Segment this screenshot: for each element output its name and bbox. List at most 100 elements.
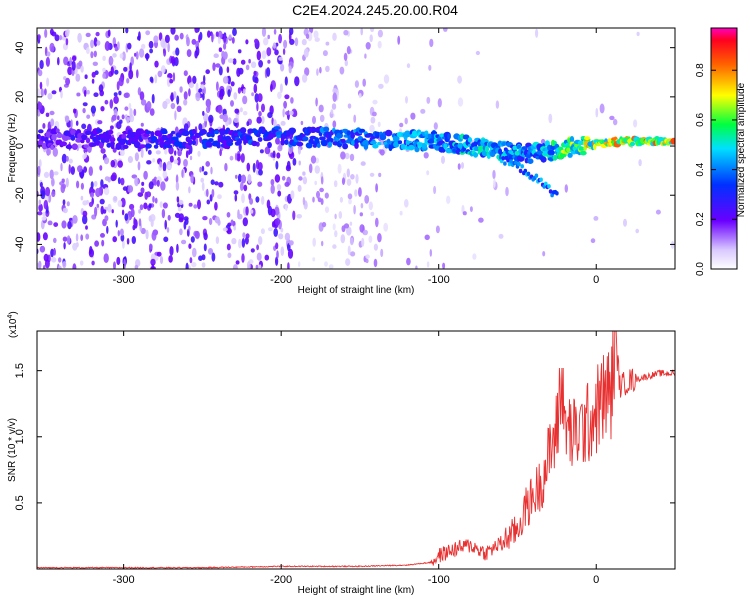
noise-blob bbox=[331, 103, 337, 110]
noise-blob bbox=[245, 206, 249, 216]
noise-blob bbox=[272, 42, 277, 49]
noise-blob bbox=[276, 184, 282, 191]
colorbar-tick-label: 0.6 bbox=[695, 113, 706, 127]
noise-blob bbox=[84, 151, 88, 158]
noise-blob bbox=[99, 165, 103, 171]
noise-blob bbox=[46, 147, 52, 156]
noise-blob bbox=[45, 186, 51, 197]
noise-blob bbox=[161, 208, 166, 219]
noise-blob bbox=[214, 181, 219, 186]
noise-blob bbox=[202, 93, 205, 101]
noise-blob bbox=[457, 97, 464, 107]
noise-blob bbox=[372, 99, 378, 105]
noise-blob bbox=[101, 239, 105, 247]
noise-blob bbox=[188, 225, 191, 232]
noise-blob bbox=[364, 53, 367, 59]
noise-blob bbox=[95, 187, 101, 198]
branch-blob bbox=[548, 189, 553, 194]
noise-blob bbox=[164, 34, 170, 44]
noise-blob bbox=[404, 199, 409, 208]
branch-blob bbox=[514, 160, 518, 166]
noise-blob bbox=[316, 190, 320, 199]
noise-blob bbox=[94, 206, 98, 217]
noise-blob bbox=[117, 177, 121, 185]
noise-blob bbox=[143, 202, 148, 210]
noise-blob bbox=[76, 180, 80, 189]
noise-blob bbox=[147, 149, 152, 155]
bottom-plot-frame bbox=[36, 330, 676, 570]
noise-blob bbox=[128, 102, 132, 110]
noise-blob bbox=[51, 90, 57, 95]
noise-blob bbox=[103, 187, 110, 196]
noise-blob bbox=[214, 216, 220, 224]
noise-blob bbox=[167, 214, 171, 221]
noise-blob bbox=[63, 76, 67, 81]
noise-blob bbox=[169, 246, 174, 256]
branch-blob bbox=[523, 168, 528, 174]
noise-blob bbox=[233, 92, 238, 100]
ridge-blob bbox=[296, 141, 304, 147]
noise-blob bbox=[297, 184, 302, 192]
noise-blob bbox=[99, 89, 104, 97]
noise-blob bbox=[85, 225, 88, 230]
noise-blob bbox=[285, 204, 288, 211]
noise-blob bbox=[234, 194, 238, 202]
noise-blob bbox=[93, 92, 99, 97]
ridge-blob bbox=[145, 143, 152, 149]
noise-blob bbox=[41, 216, 47, 221]
noise-blob bbox=[441, 155, 445, 164]
noise-blob bbox=[167, 42, 170, 53]
noise-blob bbox=[50, 118, 55, 127]
noise-blob bbox=[151, 231, 157, 241]
noise-blob bbox=[256, 116, 262, 124]
noise-blob bbox=[258, 169, 263, 176]
noise-blob bbox=[127, 185, 134, 193]
noise-blob bbox=[47, 220, 53, 226]
noise-blob bbox=[151, 263, 155, 269]
ridge-blob bbox=[403, 130, 412, 138]
noise-blob bbox=[57, 57, 60, 66]
noise-blob bbox=[134, 152, 139, 162]
noise-blob bbox=[133, 108, 137, 116]
noise-blob bbox=[429, 249, 432, 257]
noise-blob bbox=[168, 255, 173, 263]
noise-blob bbox=[90, 105, 96, 114]
noise-blob bbox=[62, 207, 68, 214]
noise-blob bbox=[372, 111, 377, 117]
noise-blob bbox=[191, 38, 197, 45]
noise-blob bbox=[46, 51, 51, 57]
noise-blob bbox=[288, 240, 294, 246]
noise-blob bbox=[237, 49, 242, 54]
noise-blob bbox=[179, 228, 183, 236]
noise-blob bbox=[210, 179, 215, 185]
ridge-blob bbox=[328, 141, 332, 148]
noise-blob bbox=[232, 58, 237, 65]
noise-blob bbox=[140, 187, 145, 194]
noise-blob bbox=[344, 152, 350, 160]
noise-blob bbox=[166, 227, 170, 233]
noise-blob bbox=[300, 120, 304, 126]
ridge-blob bbox=[362, 139, 370, 147]
ridge-blob bbox=[540, 156, 547, 163]
ridge-blob bbox=[358, 128, 366, 133]
noise-blob bbox=[271, 221, 275, 228]
noise-blob bbox=[186, 36, 190, 47]
ridge-blob bbox=[50, 130, 58, 135]
noise-blob bbox=[270, 179, 275, 186]
ridge-blob bbox=[320, 139, 328, 147]
noise-blob bbox=[71, 55, 77, 62]
noise-blob bbox=[232, 264, 238, 269]
ridge-blob bbox=[521, 146, 528, 150]
ridge-blob bbox=[150, 131, 155, 138]
ridge-blob bbox=[280, 139, 285, 146]
noise-blob bbox=[59, 35, 63, 41]
noise-blob bbox=[234, 152, 238, 161]
noise-blob bbox=[65, 77, 71, 86]
noise-blob bbox=[492, 169, 496, 180]
noise-blob bbox=[38, 199, 42, 206]
ridge-blob bbox=[210, 128, 215, 134]
top-ytick-label: 20 bbox=[14, 91, 26, 103]
noise-blob bbox=[195, 82, 199, 93]
noise-blob bbox=[347, 193, 353, 200]
ridge-blob bbox=[199, 128, 207, 135]
